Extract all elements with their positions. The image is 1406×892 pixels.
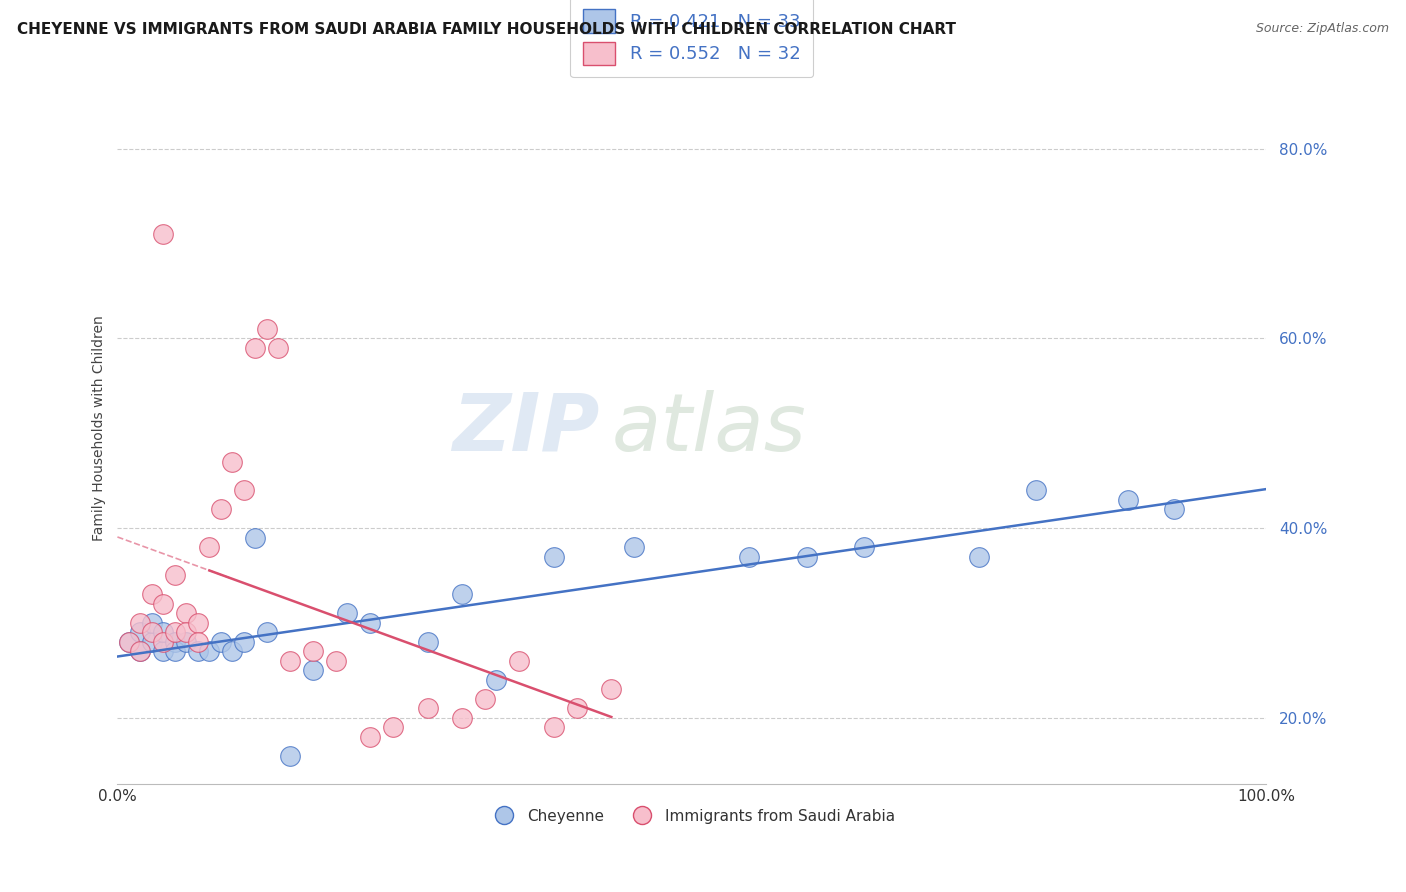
Point	[301, 663, 323, 677]
Point	[232, 635, 254, 649]
Point	[325, 654, 347, 668]
Point	[118, 635, 141, 649]
Point	[301, 644, 323, 658]
Point	[141, 615, 163, 630]
Point	[163, 568, 186, 582]
Point	[176, 625, 198, 640]
Point	[1116, 492, 1139, 507]
Point	[209, 502, 232, 516]
Point	[176, 635, 198, 649]
Point	[1025, 483, 1047, 497]
Point	[232, 483, 254, 497]
Point	[198, 540, 221, 554]
Y-axis label: Family Households with Children: Family Households with Children	[93, 316, 107, 541]
Point	[738, 549, 761, 564]
Text: Source: ZipAtlas.com: Source: ZipAtlas.com	[1256, 22, 1389, 36]
Point	[152, 597, 174, 611]
Point	[278, 654, 301, 668]
Point	[152, 635, 174, 649]
Point	[416, 635, 439, 649]
Point	[152, 644, 174, 658]
Point	[141, 587, 163, 601]
Point	[245, 531, 267, 545]
Point	[967, 549, 990, 564]
Point	[245, 341, 267, 355]
Point	[163, 635, 186, 649]
Point	[129, 644, 152, 658]
Point	[187, 615, 209, 630]
Point	[508, 654, 530, 668]
Point	[485, 673, 508, 687]
Point	[543, 549, 565, 564]
Point	[221, 644, 243, 658]
Point	[267, 341, 290, 355]
Point	[176, 607, 198, 621]
Point	[221, 455, 243, 469]
Point	[600, 682, 623, 697]
Point	[565, 701, 588, 715]
Point	[118, 635, 141, 649]
Point	[623, 540, 645, 554]
Point	[382, 720, 405, 734]
Point	[129, 615, 152, 630]
Point	[451, 711, 474, 725]
Point	[187, 635, 209, 649]
Point	[359, 730, 381, 744]
Text: atlas: atlas	[612, 390, 806, 467]
Text: ZIP: ZIP	[453, 390, 600, 467]
Point	[543, 720, 565, 734]
Legend: Cheyenne, Immigrants from Saudi Arabia: Cheyenne, Immigrants from Saudi Arabia	[482, 803, 901, 830]
Point	[1163, 502, 1185, 516]
Point	[141, 635, 163, 649]
Point	[359, 615, 381, 630]
Point	[129, 644, 152, 658]
Point	[256, 625, 278, 640]
Point	[278, 748, 301, 763]
Point	[129, 625, 152, 640]
Point	[474, 691, 496, 706]
Point	[256, 322, 278, 336]
Point	[163, 625, 186, 640]
Point	[152, 227, 174, 242]
Point	[416, 701, 439, 715]
Point	[451, 587, 474, 601]
Point	[141, 625, 163, 640]
Point	[198, 644, 221, 658]
Point	[163, 644, 186, 658]
Point	[336, 607, 359, 621]
Point	[152, 625, 174, 640]
Point	[853, 540, 876, 554]
Point	[209, 635, 232, 649]
Point	[796, 549, 818, 564]
Text: CHEYENNE VS IMMIGRANTS FROM SAUDI ARABIA FAMILY HOUSEHOLDS WITH CHILDREN CORRELA: CHEYENNE VS IMMIGRANTS FROM SAUDI ARABIA…	[17, 22, 956, 37]
Point	[187, 644, 209, 658]
